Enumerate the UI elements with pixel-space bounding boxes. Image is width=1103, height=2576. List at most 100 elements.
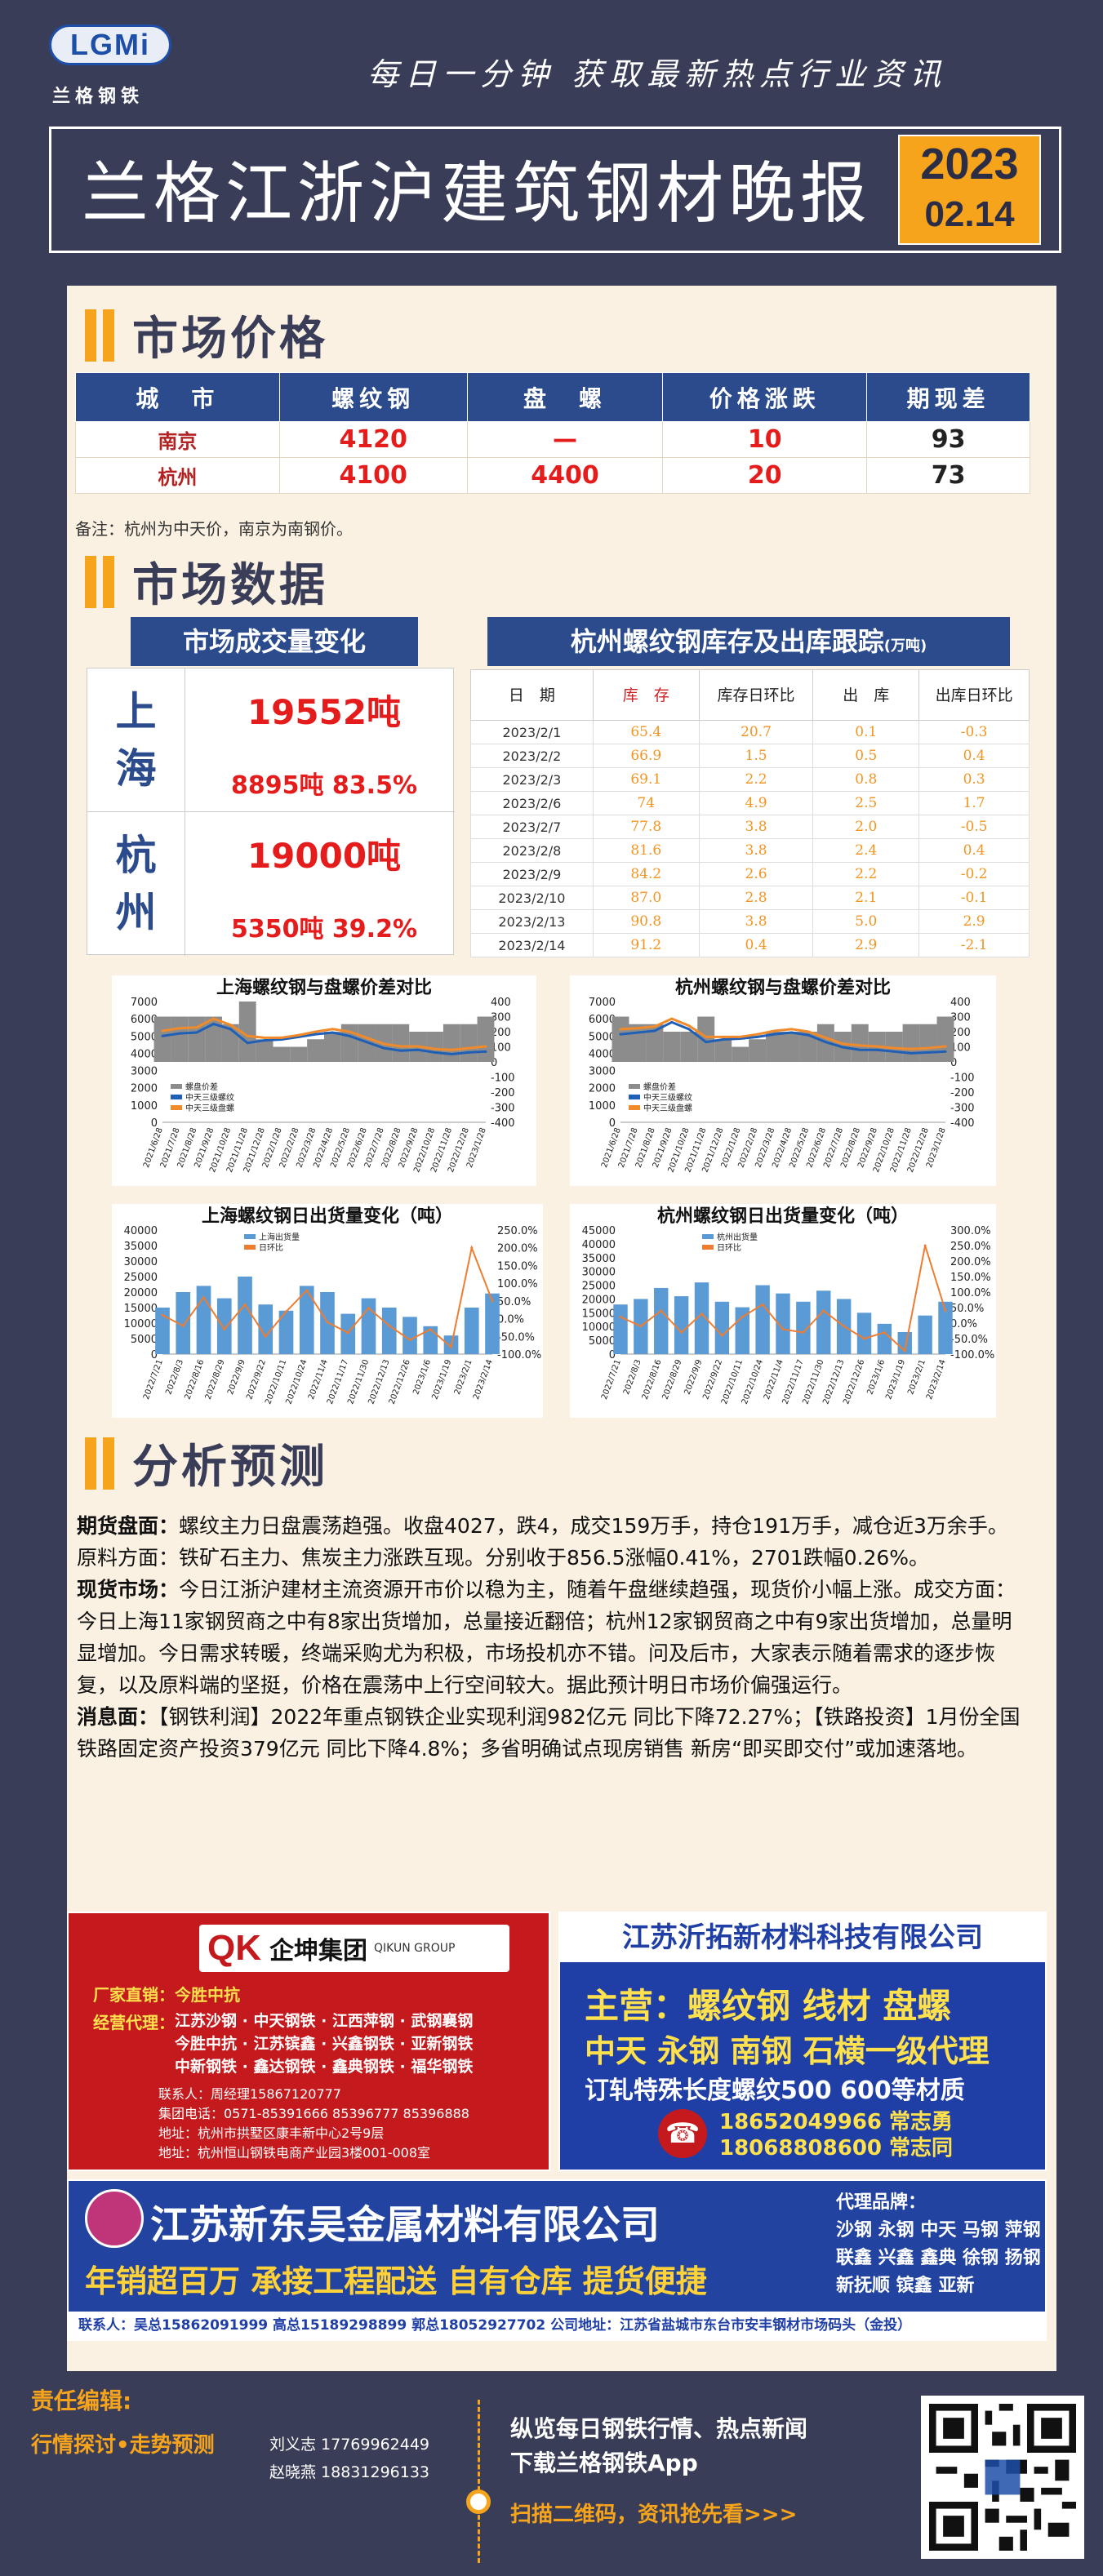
x-tick-label: 2022/12/26 xyxy=(842,1358,866,1406)
volume-detail: 8895吨 83.5% xyxy=(230,771,418,800)
y-tick-label: 45000 xyxy=(582,1225,616,1237)
y2-tick-label: 300 xyxy=(491,1012,511,1024)
data-point xyxy=(944,1045,947,1048)
data-point xyxy=(773,1029,776,1033)
y-tick-label: 25000 xyxy=(582,1281,616,1293)
y2-tick-label: 0.0% xyxy=(950,1318,977,1330)
shipment-bar xyxy=(176,1292,191,1354)
stock-title: 杭州螺纹钢库存及出库跟踪 xyxy=(570,626,884,657)
data-point xyxy=(756,1035,759,1038)
cell-out: 0.5 xyxy=(812,744,920,768)
ad-yituo[interactable]: 江苏沂拓新材料科技有限公司 主营：螺纹钢 线材 盘螺 中天 永钢 南钢 石横一级… xyxy=(558,1912,1047,2171)
logo[interactable]: LGMi xyxy=(49,24,171,65)
legend-swatch xyxy=(244,1234,256,1239)
yituo-phones: 18652049966 常志勇 18068808600 常志同 xyxy=(719,2110,954,2161)
cell-stock: 91.2 xyxy=(592,933,700,957)
xindongwu-slogan: 年销超百万 承接工程配送 自有仓库 提货便捷 xyxy=(85,2263,707,2299)
data-point xyxy=(773,1033,776,1036)
y-tick-label: 6000 xyxy=(131,1014,158,1026)
data-point xyxy=(705,1035,708,1038)
volume-city: 上海 xyxy=(87,668,185,812)
spread-bar xyxy=(426,1032,443,1062)
y-tick-label: 15000 xyxy=(582,1308,616,1320)
shipment-bar xyxy=(816,1290,831,1354)
y-tick-label: 1000 xyxy=(589,1100,616,1113)
data-point xyxy=(892,1046,896,1050)
table-row: 2023/2/6 74 4.9 2.5 1.7 xyxy=(470,791,1030,815)
cell-stock-dod: 4.9 xyxy=(698,791,814,815)
cell-city: 南京 xyxy=(75,421,280,458)
x-tick-label: 2023/1/19 xyxy=(430,1358,453,1401)
y2-tick-label: -50.0% xyxy=(497,1331,535,1344)
data-point xyxy=(484,1045,487,1048)
spread-bar xyxy=(749,1039,767,1062)
data-point xyxy=(297,1033,300,1037)
y-tick-label: 0 xyxy=(151,1117,158,1130)
volume-total: 19552吨 xyxy=(247,692,402,732)
data-point xyxy=(636,1031,639,1034)
cell-rebar: 4100 xyxy=(278,457,468,494)
chart-sh-spread: 上海螺纹钢与盘螺价差对比7000600050004000300020001000… xyxy=(112,975,536,1186)
spread-bar xyxy=(205,1016,222,1062)
y2-tick-label: 200 xyxy=(950,1027,971,1039)
shipment-bar xyxy=(776,1293,790,1354)
data-point xyxy=(807,1033,810,1037)
x-tick-label: 2022/9/22 xyxy=(245,1358,268,1401)
data-point xyxy=(450,1048,453,1051)
y-tick-label: 5000 xyxy=(131,1031,158,1043)
data-point xyxy=(416,1045,420,1048)
shipment-bar xyxy=(381,1308,397,1354)
analysis-text: 期货盘面：螺纹主力日盘震荡趋强。收盘4027，跌4，成交159万手，持仓191万… xyxy=(77,1510,1024,1765)
data-point xyxy=(639,1325,643,1328)
x-tick-label: 2022/11/4 xyxy=(307,1358,330,1401)
legend-swatch xyxy=(244,1245,256,1250)
volume-title: 市场成交量变化 xyxy=(131,617,418,666)
cell-out-dod: 0.4 xyxy=(918,744,1030,768)
spread-bar xyxy=(766,1032,783,1062)
cell-stock-dod: 3.8 xyxy=(698,838,814,863)
xindongwu-name: 江苏新东吴金属材料有限公司 xyxy=(150,2202,660,2248)
data-point xyxy=(858,1048,861,1051)
ad-xindongwu[interactable]: 江苏新东吴金属材料有限公司 年销超百万 承接工程配送 自有仓库 提货便捷 代理品… xyxy=(67,2179,1047,2341)
y2-tick-label: -100.0% xyxy=(950,1349,994,1361)
legend-label: 日环比 xyxy=(259,1243,283,1253)
series-line-0 xyxy=(162,1022,487,1055)
series-line-1 xyxy=(620,1017,946,1050)
data-point xyxy=(326,1321,329,1324)
y2-tick-label: -400 xyxy=(491,1117,515,1130)
data-point xyxy=(429,1328,432,1331)
data-point xyxy=(927,1050,930,1054)
x-tick-label: 2022/9/22 xyxy=(701,1358,724,1401)
y2-tick-label: 400 xyxy=(950,997,971,1009)
cell-stock: 74 xyxy=(592,791,700,815)
table-row: 2023/2/1 65.4 20.7 0.1 -0.3 xyxy=(470,720,1030,744)
shipment-bar xyxy=(694,1282,709,1354)
x-tick-label: 2022/10/24 xyxy=(285,1358,309,1406)
data-point xyxy=(670,1017,674,1020)
table-row: 2023/2/13 90.8 3.8 5.0 2.9 xyxy=(470,909,1030,934)
shipment-bar xyxy=(361,1298,376,1354)
table-row: 2023/2/9 84.2 2.6 2.2 -0.2 xyxy=(470,862,1030,886)
data-point xyxy=(314,1030,318,1033)
cell-stock-dod: 3.8 xyxy=(698,909,814,934)
data-point xyxy=(822,1309,825,1312)
data-point xyxy=(619,1028,622,1031)
data-point xyxy=(346,1331,349,1335)
data-point xyxy=(927,1046,930,1050)
xindongwu-brands: 代理品牌： 沙钢 永钢 中天 马钢 萍钢 联鑫 兴鑫 鑫典 徐钢 扬钢 新抚顺 镔鑫 … xyxy=(836,2192,1041,2296)
cell-out-dod: -0.3 xyxy=(918,720,1030,744)
y2-tick-label: -100 xyxy=(950,1073,975,1085)
data-point xyxy=(875,1048,878,1051)
cell-change: 20 xyxy=(662,457,868,494)
x-tick-label: 2023/2/1 xyxy=(453,1358,474,1396)
spread-bar xyxy=(646,1024,664,1062)
cell-stock: 81.6 xyxy=(592,838,700,863)
data-point xyxy=(202,1296,205,1299)
qr-code-icon[interactable] xyxy=(921,2396,1084,2559)
ad-qikun[interactable]: QK 企坤集团 QIKUN GROUP 厂家直销：今胜中抗 经营代理： 江苏沙钢… xyxy=(67,1912,550,2171)
cell-stock-dod: 0.4 xyxy=(698,933,814,957)
spread-bar xyxy=(783,1032,800,1062)
shipment-bar xyxy=(796,1301,811,1354)
spread-bar xyxy=(290,1046,308,1062)
cell-date: 2023/2/8 xyxy=(470,838,594,863)
